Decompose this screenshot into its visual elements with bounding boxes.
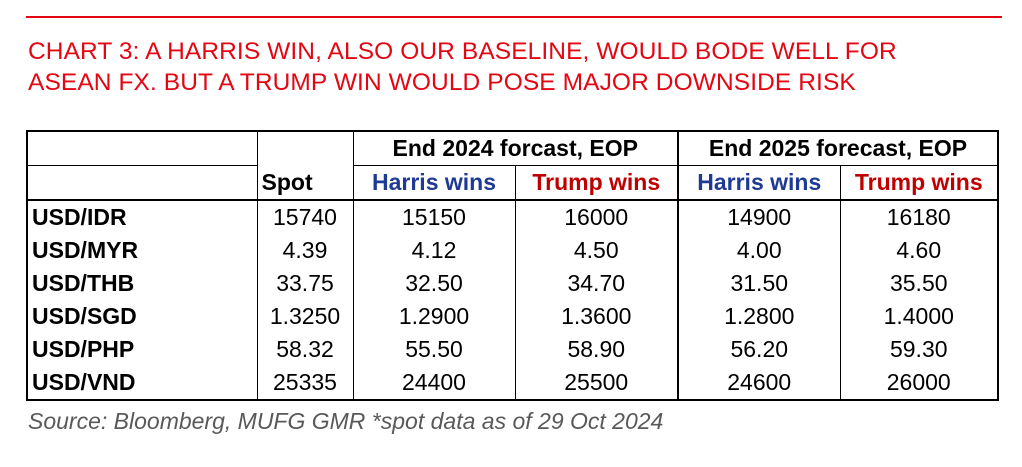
group-header-2025: End 2025 forecast, EOP xyxy=(677,130,999,166)
table-row: USD/PHP 58.32 55.50 58.90 56.20 59.30 xyxy=(26,333,999,366)
value-cell: 55.50 xyxy=(352,333,516,366)
value-cell: 16180 xyxy=(839,200,999,234)
currency-pair-cell: USD/MYR xyxy=(26,234,258,267)
currency-pair-cell: USD/PHP xyxy=(26,333,258,366)
value-cell: 25500 xyxy=(514,366,679,400)
column-header-2025-trump: Trump wins xyxy=(839,165,999,201)
blank-pair-header-cell xyxy=(26,165,258,201)
chart-title-line-2: ASEAN FX. BUT A TRUMP WIN WOULD POSE MAJ… xyxy=(28,69,856,96)
currency-pair-cell: USD/THB xyxy=(26,267,258,300)
currency-pair-cell: USD/IDR xyxy=(26,200,258,234)
value-cell: 34.70 xyxy=(514,267,679,300)
column-header-2024-harris: Harris wins xyxy=(352,165,516,201)
table-body: USD/IDR 15740 15150 16000 14900 16180 USD/MYR 4… xyxy=(26,200,999,400)
value-cell: 4.39 xyxy=(256,234,354,267)
value-cell: 32.50 xyxy=(352,267,516,300)
value-cell: 25335 xyxy=(256,366,354,400)
column-header-2025-harris: Harris wins xyxy=(677,165,841,201)
value-cell: 4.12 xyxy=(352,234,516,267)
currency-pair-cell: USD/SGD xyxy=(26,300,258,333)
value-cell: 1.3600 xyxy=(514,300,679,333)
value-cell: 1.2900 xyxy=(352,300,516,333)
value-cell: 33.75 xyxy=(256,267,354,300)
value-cell: 1.2800 xyxy=(677,300,841,333)
value-cell: 59.30 xyxy=(839,333,999,366)
value-cell: 35.50 xyxy=(839,267,999,300)
value-cell: 26000 xyxy=(839,366,999,400)
value-cell: 4.50 xyxy=(514,234,679,267)
blank-header-cell xyxy=(26,130,258,166)
top-rule xyxy=(26,16,1002,18)
currency-pair-cell: USD/VND xyxy=(26,366,258,400)
table-row: USD/THB 33.75 32.50 34.70 31.50 35.50 xyxy=(26,267,999,300)
source-note: Source: Bloomberg, MUFG GMR *spot data a… xyxy=(28,408,664,434)
value-cell: 1.4000 xyxy=(839,300,999,333)
value-cell: 24600 xyxy=(677,366,841,400)
table-row: USD/IDR 15740 15150 16000 14900 16180 xyxy=(26,200,999,234)
chart-title: CHART 3: A HARRIS WIN, ALSO OUR BASELINE… xyxy=(28,36,998,98)
value-cell: 1.3250 xyxy=(256,300,354,333)
column-header-spot: Spot xyxy=(256,165,354,201)
value-cell: 56.20 xyxy=(677,333,841,366)
group-header-row: End 2024 forcast, EOP End 2025 forecast,… xyxy=(26,130,999,166)
value-cell: 16000 xyxy=(514,200,679,234)
value-cell: 4.60 xyxy=(839,234,999,267)
column-header-row: Spot Harris wins Trump wins Harris wins … xyxy=(26,165,999,201)
table-row: USD/MYR 4.39 4.12 4.50 4.00 4.60 xyxy=(26,234,999,267)
value-cell: 58.90 xyxy=(514,333,679,366)
value-cell: 31.50 xyxy=(677,267,841,300)
value-cell: 4.00 xyxy=(677,234,841,267)
fx-forecast-table: End 2024 forcast, EOP End 2025 forecast,… xyxy=(26,130,999,401)
value-cell: 58.32 xyxy=(256,333,354,366)
blank-spot-header-cell xyxy=(256,130,354,166)
value-cell: 15150 xyxy=(352,200,516,234)
group-header-2024: End 2024 forcast, EOP xyxy=(352,130,679,166)
chart-title-line-1: CHART 3: A HARRIS WIN, ALSO OUR BASELINE… xyxy=(28,38,897,65)
value-cell: 14900 xyxy=(677,200,841,234)
value-cell: 24400 xyxy=(352,366,516,400)
value-cell: 15740 xyxy=(256,200,354,234)
table-row: USD/SGD 1.3250 1.2900 1.3600 1.2800 1.4000 xyxy=(26,300,999,333)
column-header-2024-trump: Trump wins xyxy=(514,165,679,201)
table-row: USD/VND 25335 24400 25500 24600 26000 xyxy=(26,366,999,400)
